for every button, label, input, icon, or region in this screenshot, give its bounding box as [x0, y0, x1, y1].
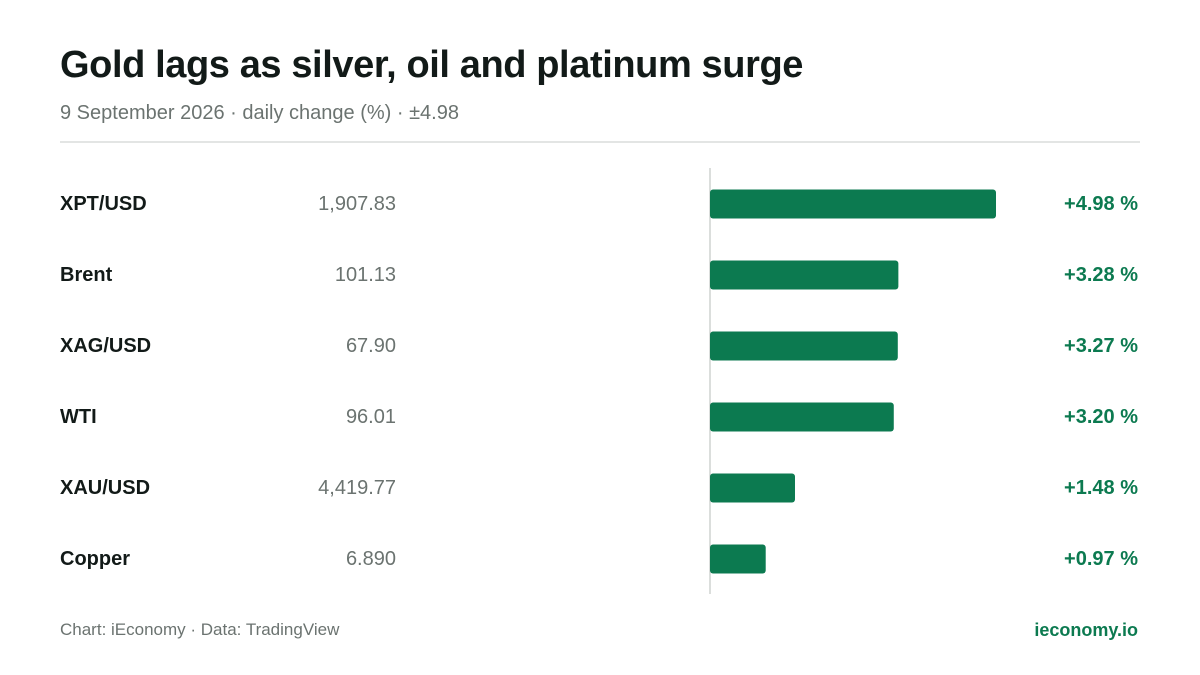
row-label: XPT/USD [60, 193, 147, 215]
bar [710, 189, 996, 219]
change-label: +0.97 % [1064, 548, 1138, 570]
chart-title: Gold lags as silver, oil and platinum su… [60, 44, 804, 86]
change-label: +1.48 % [1064, 477, 1138, 499]
row-label: XAU/USD [60, 477, 150, 499]
row-label: XAG/USD [60, 335, 151, 357]
change-label: +4.98 % [1064, 193, 1138, 215]
bar [710, 473, 795, 503]
header-divider [60, 141, 1140, 143]
brand-link[interactable]: ieconomy.io [1034, 620, 1138, 640]
bar [710, 331, 898, 361]
bar [710, 544, 766, 574]
change-label: +3.27 % [1064, 335, 1138, 357]
row-price: 67.90 [346, 335, 396, 357]
row-price: 101.13 [335, 264, 396, 286]
row-price: 1,907.83 [318, 193, 396, 215]
source-credit: Chart: iEconomy · Data: TradingView [60, 620, 340, 639]
row-label: Copper [60, 548, 130, 570]
chart-subtitle: 9 September 2026 · daily change (%) · ±4… [60, 102, 459, 124]
change-label: +3.28 % [1064, 264, 1138, 286]
row-price: 6.890 [346, 548, 396, 570]
change-label: +3.20 % [1064, 406, 1138, 428]
row-price: 4,419.77 [318, 477, 396, 499]
bar [710, 260, 899, 290]
row-label: Brent [60, 264, 113, 286]
row-price: 96.01 [346, 406, 396, 428]
bar [710, 402, 894, 432]
row-label: WTI [60, 406, 97, 428]
